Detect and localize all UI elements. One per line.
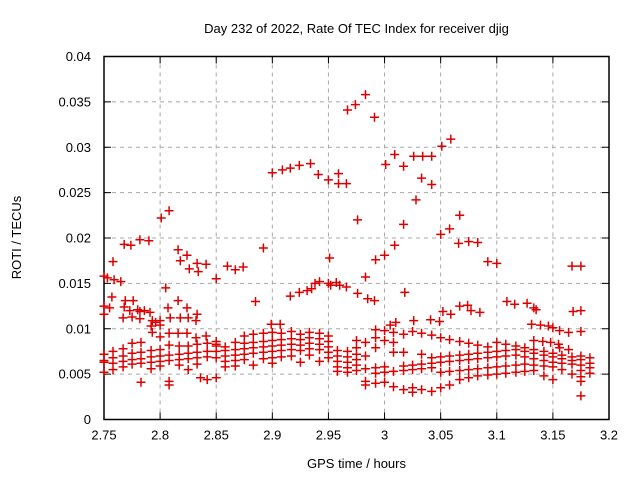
y-tick-label: 0.04 — [66, 49, 91, 64]
y-tick-label: 0.005 — [58, 367, 91, 382]
x-tick-label: 3 — [381, 428, 388, 443]
scatter-points — [99, 90, 595, 401]
y-tick-label: 0 — [84, 412, 91, 427]
y-tick-label: 0.025 — [58, 185, 91, 200]
y-tick-label: 0.03 — [66, 140, 91, 155]
x-tick-label: 2.75 — [91, 428, 116, 443]
data-points-layer — [99, 90, 595, 401]
y-axis-label: ROTI / TECUs — [9, 195, 24, 279]
tick-label-layer: 2.75 2.8 2.85 2.9 2.95 3 3.05 3.1 3.15 3.2 0 0.005 0… — [58, 49, 618, 443]
y-tick-label: 0.02 — [66, 231, 91, 246]
y-tick-label: 0.035 — [58, 94, 91, 109]
x-tick-label: 2.85 — [204, 428, 229, 443]
x-tick-label: 3.1 — [488, 428, 506, 443]
x-axis-label: GPS time / hours — [307, 456, 406, 471]
x-tick-label: 3.15 — [540, 428, 565, 443]
chart-title: Day 232 of 2022, Rate Of TEC Index for r… — [204, 21, 509, 36]
tick-layer — [103, 56, 610, 420]
x-tick-label: 2.8 — [151, 428, 169, 443]
x-tick-label: 3.2 — [600, 428, 618, 443]
y-tick-label: 0.015 — [58, 276, 91, 291]
x-tick-label: 3.05 — [428, 428, 453, 443]
y-tick-label: 0.01 — [66, 321, 91, 336]
x-tick-label: 2.95 — [316, 428, 341, 443]
x-tick-label: 2.9 — [263, 428, 281, 443]
